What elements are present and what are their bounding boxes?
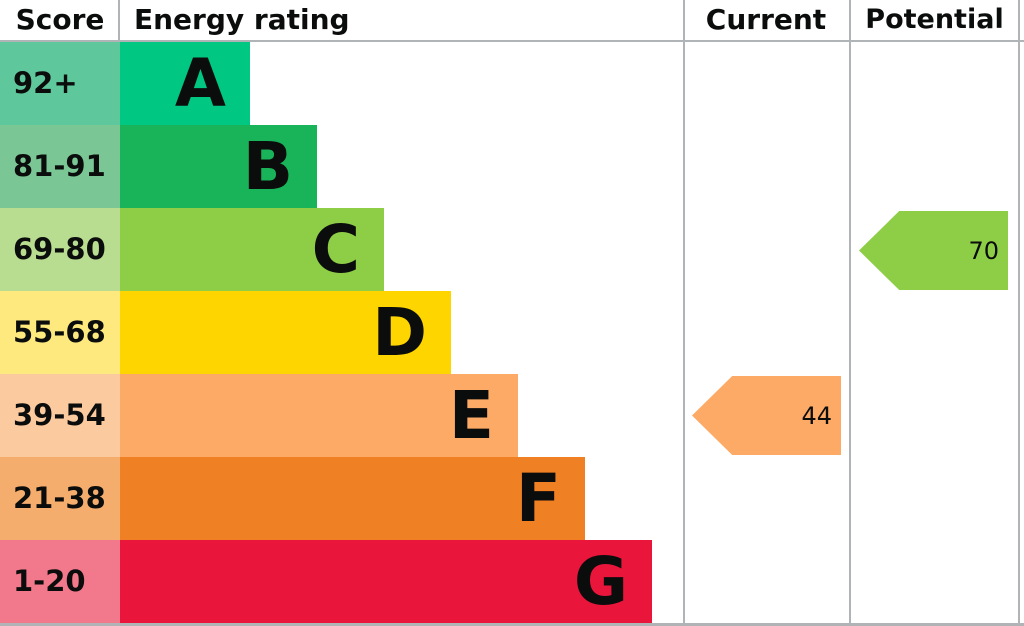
- band-letter-d: D: [372, 293, 427, 371]
- band-bar-f: F: [120, 457, 585, 540]
- band-letter-g: G: [573, 542, 628, 620]
- score-range-g: 1-20: [0, 540, 120, 623]
- band-rows: 92+ A 81-91 B 69-80 C 55-68 D 39-54 E 21…: [0, 42, 1024, 623]
- band-bar-a: A: [120, 42, 250, 125]
- header-potential: Potential: [865, 4, 1004, 35]
- band-letter-f: F: [515, 459, 561, 537]
- band-row-e: 39-54 E: [0, 374, 1024, 457]
- band-bar-g: G: [120, 540, 652, 623]
- bottom-border: [0, 623, 1024, 626]
- band-row-a: 92+ A: [0, 42, 1024, 125]
- header-energy-rating: Energy rating: [134, 3, 350, 36]
- potential-rating-value: 70: [968, 236, 999, 265]
- header-current: Current: [705, 3, 827, 36]
- score-range-b: 81-91: [0, 125, 120, 208]
- band-letter-e: E: [448, 376, 494, 454]
- band-letter-b: B: [242, 127, 293, 205]
- band-row-c: 69-80 C: [0, 208, 1024, 291]
- score-range-a: 92+: [0, 42, 120, 125]
- band-letter-c: C: [311, 210, 360, 288]
- divider-current-column: [683, 0, 685, 623]
- divider-potential-column: [849, 0, 851, 623]
- divider-right-edge: [1018, 0, 1020, 623]
- band-bar-e: E: [120, 374, 518, 457]
- header-score: Score: [15, 3, 105, 36]
- band-row-d: 55-68 D: [0, 291, 1024, 374]
- band-row-g: 1-20 G: [0, 540, 1024, 623]
- band-bar-d: D: [120, 291, 451, 374]
- band-row-f: 21-38 F: [0, 457, 1024, 540]
- header-score-divider: [118, 0, 120, 40]
- band-bar-c: C: [120, 208, 384, 291]
- score-range-c: 69-80: [0, 208, 120, 291]
- band-row-b: 81-91 B: [0, 125, 1024, 208]
- current-rating-value: 44: [801, 401, 832, 430]
- band-letter-a: A: [174, 44, 226, 122]
- score-range-f: 21-38: [0, 457, 120, 540]
- score-range-e: 39-54: [0, 374, 120, 457]
- header-underline: [0, 40, 1024, 42]
- score-range-d: 55-68: [0, 291, 120, 374]
- band-bar-b: B: [120, 125, 317, 208]
